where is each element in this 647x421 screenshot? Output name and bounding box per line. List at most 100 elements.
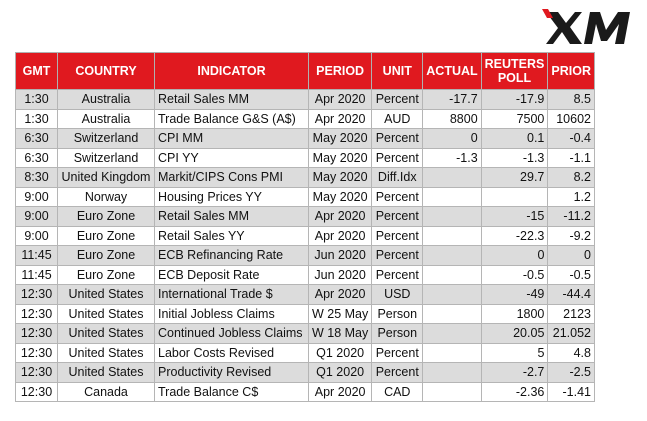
cell-actual: -1.3 — [422, 147, 482, 168]
cell-period: May 2020 — [307, 167, 373, 188]
table-row: 12:30 United States Productivity Revised… — [15, 362, 595, 383]
cell-actual — [422, 381, 482, 402]
cell-poll: -17.9 — [480, 89, 549, 110]
cell-prior: 21.052 — [547, 323, 595, 344]
table-row: 6:30 Switzerland CPI YY May 2020 Percent… — [15, 147, 595, 168]
cell-prior: -0.4 — [547, 128, 595, 149]
cell-gmt: 9:00 — [15, 206, 58, 227]
cell-unit: AUD — [371, 108, 424, 129]
cell-country: United States — [57, 323, 155, 344]
cell-poll: 20.05 — [480, 323, 549, 344]
cell-indicator: Markit/CIPS Cons PMI — [154, 167, 309, 188]
cell-prior: -1.41 — [547, 381, 595, 402]
cell-period: W 18 May — [307, 323, 373, 344]
cell-actual — [422, 225, 482, 246]
cell-indicator: Labor Costs Revised — [154, 342, 309, 363]
cell-unit: Person — [371, 323, 424, 344]
cell-gmt: 12:30 — [15, 323, 58, 344]
cell-actual — [422, 206, 482, 227]
table-row: 12:30 United States Labor Costs Revised … — [15, 342, 595, 363]
cell-indicator: Trade Balance G&S (A$) — [154, 108, 309, 129]
cell-period: Apr 2020 — [307, 206, 373, 227]
cell-country: Euro Zone — [57, 245, 155, 266]
cell-gmt: 1:30 — [15, 108, 58, 129]
table-row: 12:30 United States International Trade … — [15, 284, 595, 305]
cell-actual — [422, 323, 482, 344]
cell-poll: 1800 — [480, 303, 549, 324]
cell-period: Jun 2020 — [307, 264, 373, 285]
cell-unit: Percent — [371, 89, 424, 110]
cell-unit: Percent — [371, 342, 424, 363]
cell-country: Euro Zone — [57, 225, 155, 246]
table-row: 12:30 Canada Trade Balance C$ Apr 2020 C… — [15, 381, 595, 402]
cell-poll: 0.1 — [480, 128, 549, 149]
col-header-indicator: INDICATOR — [154, 52, 309, 90]
cell-gmt: 6:30 — [15, 147, 58, 168]
header-row: GMT COUNTRY INDICATOR PERIOD UNIT ACTUAL… — [15, 52, 595, 90]
col-header-unit: UNIT — [371, 52, 424, 90]
cell-indicator: Retail Sales YY — [154, 225, 309, 246]
cell-gmt: 12:30 — [15, 342, 58, 363]
cell-poll: 0 — [480, 245, 549, 266]
cell-actual — [422, 303, 482, 324]
cell-indicator: Productivity Revised — [154, 362, 309, 383]
cell-actual — [422, 362, 482, 383]
cell-period: Jun 2020 — [307, 245, 373, 266]
cell-prior: 8.2 — [547, 167, 595, 188]
cell-gmt: 12:30 — [15, 284, 58, 305]
cell-unit: Percent — [371, 264, 424, 285]
cell-poll: -1.3 — [480, 147, 549, 168]
cell-period: May 2020 — [307, 186, 373, 207]
table-row: 9:00 Euro Zone Retail Sales YY Apr 2020 … — [15, 225, 595, 246]
cell-poll: -0.5 — [480, 264, 549, 285]
cell-unit: Percent — [371, 206, 424, 227]
cell-unit: Percent — [371, 362, 424, 383]
cell-unit: Person — [371, 303, 424, 324]
cell-period: Apr 2020 — [307, 225, 373, 246]
cell-prior: -2.5 — [547, 362, 595, 383]
cell-unit: CAD — [371, 381, 424, 402]
col-header-period: PERIOD — [307, 52, 373, 90]
cell-prior: -44.4 — [547, 284, 595, 305]
cell-indicator: Housing Prices YY — [154, 186, 309, 207]
cell-country: United States — [57, 303, 155, 324]
cell-indicator: ECB Refinancing Rate — [154, 245, 309, 266]
cell-period: W 25 May — [307, 303, 373, 324]
cell-gmt: 6:30 — [15, 128, 58, 149]
cell-country: Australia — [57, 108, 155, 129]
cell-period: Apr 2020 — [307, 284, 373, 305]
col-header-reuters-poll: REUTERS POLL — [480, 52, 549, 90]
table-row: 1:30 Australia Retail Sales MM Apr 2020 … — [15, 89, 595, 110]
cell-actual — [422, 245, 482, 266]
col-header-gmt: GMT — [15, 52, 58, 90]
cell-period: Apr 2020 — [307, 89, 373, 110]
cell-unit: Percent — [371, 147, 424, 168]
cell-poll: -2.36 — [480, 381, 549, 402]
cell-prior: 2123 — [547, 303, 595, 324]
col-header-actual: ACTUAL — [422, 52, 482, 90]
cell-unit: Diff.Idx — [371, 167, 424, 188]
cell-prior: 8.5 — [547, 89, 595, 110]
cell-indicator: ECB Deposit Rate — [154, 264, 309, 285]
cell-actual: 8800 — [422, 108, 482, 129]
cell-gmt: 1:30 — [15, 89, 58, 110]
table-row: 9:00 Norway Housing Prices YY May 2020 P… — [15, 186, 595, 207]
cell-prior: 0 — [547, 245, 595, 266]
cell-country: Euro Zone — [57, 206, 155, 227]
cell-country: United States — [57, 284, 155, 305]
cell-indicator: CPI YY — [154, 147, 309, 168]
cell-actual: 0 — [422, 128, 482, 149]
cell-actual — [422, 167, 482, 188]
table-row: 11:45 Euro Zone ECB Refinancing Rate Jun… — [15, 245, 595, 266]
cell-country: Switzerland — [57, 128, 155, 149]
cell-poll: -2.7 — [480, 362, 549, 383]
cell-gmt: 12:30 — [15, 381, 58, 402]
cell-gmt: 8:30 — [15, 167, 58, 188]
cell-actual — [422, 264, 482, 285]
cell-unit: Percent — [371, 128, 424, 149]
cell-unit: Percent — [371, 225, 424, 246]
col-header-country: COUNTRY — [57, 52, 155, 90]
cell-gmt: 9:00 — [15, 225, 58, 246]
table-body: 1:30 Australia Retail Sales MM Apr 2020 … — [15, 89, 595, 402]
cell-indicator: CPI MM — [154, 128, 309, 149]
